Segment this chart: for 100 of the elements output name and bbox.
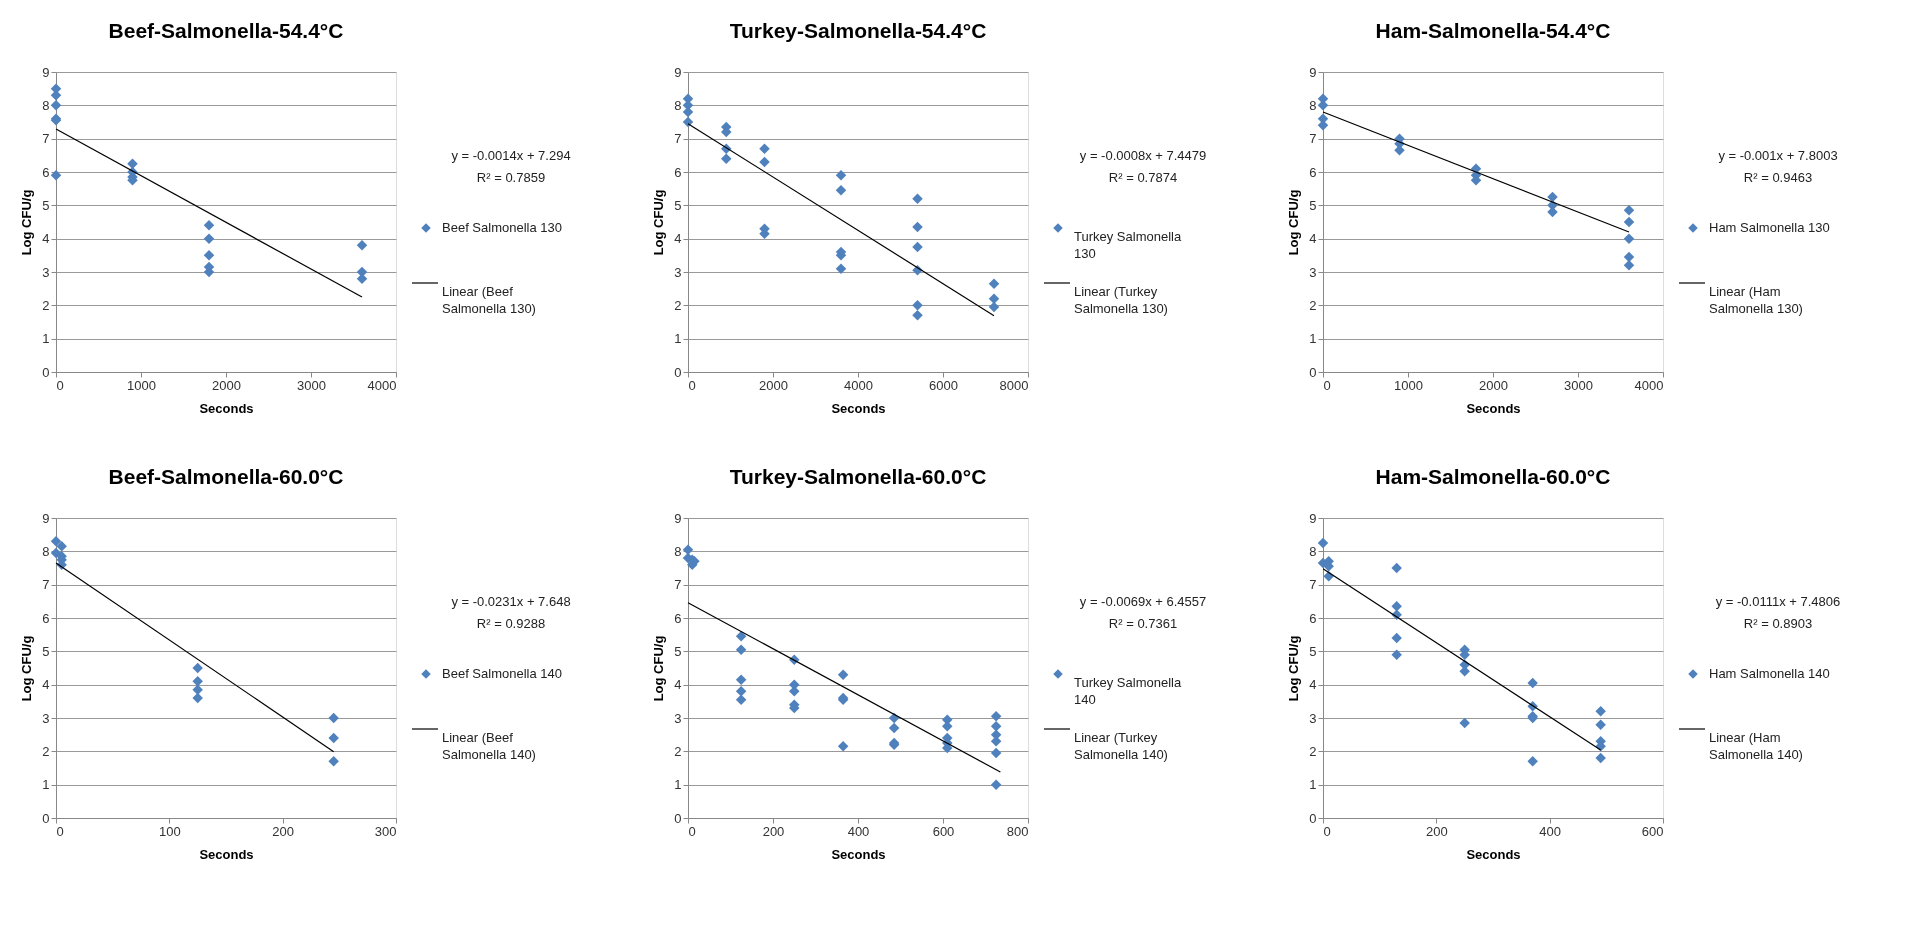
text: R² = 0.7859 xyxy=(476,170,546,185)
text: R² = 0.9288 xyxy=(476,616,546,631)
point xyxy=(912,221,923,233)
x-tick-label: 300 xyxy=(374,823,397,839)
y-tick-label: 1 xyxy=(674,777,682,793)
y-tick-label: 6 xyxy=(674,610,682,626)
y-tick-label: 1 xyxy=(1309,331,1317,347)
y-tick-label: 5 xyxy=(1309,643,1317,659)
point xyxy=(721,153,732,164)
x-axis-title: Seconds xyxy=(1466,400,1521,416)
y-tick-label: 6 xyxy=(42,164,50,180)
point xyxy=(682,544,694,555)
y-tick-label: 7 xyxy=(674,577,682,593)
text: R² = 0.7874 xyxy=(1108,170,1178,185)
x-tick-label: 100 xyxy=(158,823,181,839)
y-tick-label: 9 xyxy=(674,64,682,80)
x-tick-label: 200 xyxy=(762,823,785,839)
point xyxy=(735,631,747,642)
x-tick-label: 200 xyxy=(1425,823,1448,839)
point xyxy=(735,686,747,697)
x-tick-label: 0 xyxy=(688,377,696,393)
point xyxy=(1623,233,1635,244)
point xyxy=(735,694,747,705)
y-tick-label: 4 xyxy=(1309,677,1317,693)
y-axis-title: Log CFU/g xyxy=(651,635,667,702)
x-tick-label: 6000 xyxy=(929,377,958,393)
legend-label: Linear (Beef Salmonella 130) xyxy=(442,283,536,316)
point xyxy=(837,669,849,680)
text: R² = 0.7361 xyxy=(1108,616,1178,631)
legend-label: Beef Salmonella 140 xyxy=(442,666,562,681)
y-tick-label: 0 xyxy=(42,810,50,826)
x-tick-label: 2000 xyxy=(212,377,241,393)
y-tick-label: 3 xyxy=(674,710,682,726)
x-tick-label: 800 xyxy=(1006,823,1029,839)
y-tick-label: 2 xyxy=(1309,743,1317,759)
x-tick-label: 400 xyxy=(847,823,870,839)
legend-label: Linear (Ham Salmonella 130) xyxy=(1709,283,1803,316)
point xyxy=(912,241,923,253)
x-tick-label: 600 xyxy=(1641,823,1664,839)
y-tick-label: 7 xyxy=(42,577,50,593)
y-tick-label: 9 xyxy=(1309,64,1317,80)
y-tick-label: 6 xyxy=(1309,164,1317,180)
y-tick-label: 3 xyxy=(42,264,50,280)
x-tick-label: 8000 xyxy=(999,377,1029,393)
y-axis-title: Log CFU/g xyxy=(19,189,35,256)
point xyxy=(1623,216,1635,228)
point xyxy=(988,278,1000,289)
chart-title: Turkey-Salmonella-54.4°C xyxy=(729,19,987,42)
x-tick-label: 600 xyxy=(932,823,955,839)
x-tick-label: 1000 xyxy=(127,377,156,393)
legend-label: Turkey Salmonella 130 xyxy=(1074,228,1182,261)
point xyxy=(1623,260,1635,271)
y-tick-label: 5 xyxy=(42,643,50,659)
point xyxy=(912,310,923,321)
point xyxy=(835,185,847,196)
x-tick-label: 1000 xyxy=(1394,377,1423,393)
y-tick-label: 3 xyxy=(1309,264,1317,280)
x-tick-label: 0 xyxy=(1323,823,1331,839)
point xyxy=(759,143,770,154)
point xyxy=(735,674,747,685)
x-tick-label: 4000 xyxy=(844,377,873,393)
text: R² = 0.9463 xyxy=(1743,170,1813,185)
y-tick-label: 8 xyxy=(674,543,682,559)
y-tick-label: 5 xyxy=(674,643,682,659)
chart-title: Beef-Salmonella-60.0°C xyxy=(108,465,344,488)
y-tick-label: 3 xyxy=(674,264,682,280)
y-tick-label: 0 xyxy=(42,364,50,380)
y-tick-label: 7 xyxy=(674,131,682,147)
legend-label: Ham Salmonella 130 xyxy=(1709,220,1830,235)
x-tick-label: 3000 xyxy=(1564,377,1593,393)
x-tick-label: 400 xyxy=(1539,823,1562,839)
x-tick-label: 200 xyxy=(272,823,295,839)
legend-label: Linear (Turkey Salmonella 140) xyxy=(1074,729,1168,762)
point xyxy=(888,712,900,724)
y-tick-label: 9 xyxy=(674,510,682,526)
text: y = -0.0014x + 7.294 xyxy=(451,148,571,163)
y-tick-label: 4 xyxy=(42,231,50,247)
text: y = -0.0069x + 6.4557 xyxy=(1079,594,1207,609)
point xyxy=(735,644,747,655)
x-tick-label: 0 xyxy=(1323,377,1331,393)
y-tick-label: 5 xyxy=(42,197,50,213)
x-axis-title: Seconds xyxy=(1466,846,1521,862)
x-tick-label: 4000 xyxy=(1634,377,1664,393)
text: y = -0.001x + 7.8003 xyxy=(1718,148,1838,163)
y-tick-label: 2 xyxy=(674,743,682,759)
y-tick-label: 1 xyxy=(42,777,50,793)
y-axis-title: Log CFU/g xyxy=(651,189,667,256)
text: y = -0.0008x + 7.4479 xyxy=(1079,148,1207,163)
point xyxy=(837,741,849,752)
x-axis-title: Seconds xyxy=(831,846,886,862)
legend-label: Ham Salmonella 140 xyxy=(1709,666,1830,681)
legend-label: Linear (Turkey Salmonella 130) xyxy=(1074,283,1168,316)
y-tick-label: 4 xyxy=(42,677,50,693)
y-tick-label: 0 xyxy=(674,810,682,826)
y-tick-label: 7 xyxy=(42,131,50,147)
point xyxy=(1623,205,1635,216)
point xyxy=(912,193,923,204)
y-tick-label: 6 xyxy=(42,610,50,626)
point xyxy=(203,250,215,261)
y-tick-label: 0 xyxy=(1309,364,1317,380)
